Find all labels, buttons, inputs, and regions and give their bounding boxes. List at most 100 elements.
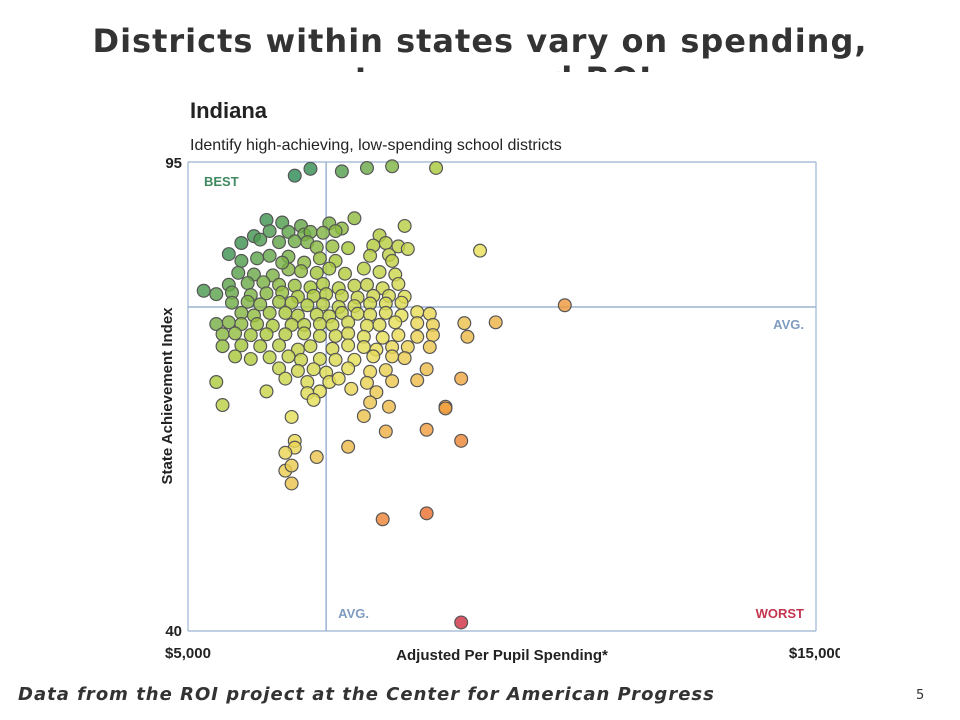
data-point [278, 371, 293, 386]
y-tick-label-max: 95 [165, 155, 182, 172]
data-point [429, 160, 444, 175]
data-point [338, 266, 353, 281]
data-point [454, 615, 469, 630]
data-point [454, 371, 469, 386]
data-point [328, 224, 343, 239]
data-point [253, 232, 268, 247]
data-point [438, 401, 453, 416]
data-point [287, 168, 302, 183]
data-point [363, 248, 378, 263]
data-point [272, 338, 287, 353]
avg-achievement-label: AVG. [773, 317, 804, 332]
data-point [341, 338, 356, 353]
data-point [224, 295, 239, 310]
data-point [375, 330, 390, 345]
chart-subtitle: Identify high-achieving, low-spending sc… [190, 137, 562, 154]
data-point [422, 340, 437, 355]
data-point [259, 286, 274, 301]
y-axis-label: State Achievement Index [159, 307, 176, 485]
data-point [234, 338, 249, 353]
x-tick-label-min: $5,000 [165, 645, 211, 662]
data-point [388, 315, 403, 330]
data-point [381, 399, 396, 414]
data-point [300, 298, 315, 313]
data-point [253, 339, 268, 354]
data-point [312, 317, 327, 332]
data-point [397, 351, 412, 366]
data-point [385, 374, 400, 389]
data-point [209, 375, 224, 390]
data-point [341, 241, 356, 256]
data-point [375, 512, 390, 527]
data-point [419, 506, 434, 521]
data-point [410, 373, 425, 388]
data-point [234, 253, 249, 268]
y-tick-label-min: 40 [165, 623, 182, 640]
data-point [391, 328, 406, 343]
data-point [378, 236, 393, 251]
data-point [284, 458, 299, 473]
data-point [259, 384, 274, 399]
data-point [341, 326, 356, 341]
data-point [290, 363, 305, 378]
data-point [328, 352, 343, 367]
data-point [372, 317, 387, 332]
source-footer: Data from the ROI project at the Center … [18, 684, 715, 705]
data-point [278, 445, 293, 460]
data-point [309, 265, 324, 280]
data-point [334, 164, 349, 179]
chart-panel: Indiana Identify high-achieving, low-spe… [146, 72, 843, 684]
data-point [196, 283, 211, 298]
data-point [454, 433, 469, 448]
data-point [419, 422, 434, 437]
data-point [391, 276, 406, 291]
data-point [297, 326, 312, 341]
data-point [356, 261, 371, 276]
data-point [347, 278, 362, 293]
data-point [341, 361, 356, 376]
data-point [378, 305, 393, 320]
data-point [281, 349, 296, 364]
data-point [385, 159, 400, 174]
data-point [243, 351, 258, 366]
data-point [284, 295, 299, 310]
x-tick-label-max: $15,000 [789, 645, 840, 662]
data-point [419, 362, 434, 377]
data-point [385, 349, 400, 364]
data-point [262, 305, 277, 320]
data-point [250, 317, 265, 332]
data-point [347, 211, 362, 226]
data-point [410, 316, 425, 331]
data-point [397, 218, 412, 233]
data-point [425, 328, 440, 343]
data-point [303, 161, 318, 176]
data-point [294, 264, 309, 279]
data-point [243, 328, 258, 343]
data-point [272, 361, 287, 376]
data-point [331, 371, 346, 386]
data-point [303, 339, 318, 354]
data-point [473, 243, 488, 258]
data-point [363, 395, 378, 410]
data-point [328, 328, 343, 343]
data-point [215, 327, 230, 342]
data-point [359, 375, 374, 390]
data-point [359, 160, 374, 175]
data-point [262, 224, 277, 239]
data-point [385, 253, 400, 268]
data-point [262, 350, 277, 365]
data-point [488, 315, 503, 330]
data-point [284, 476, 299, 491]
data-point [284, 409, 299, 424]
data-point [228, 349, 243, 364]
data-point [240, 276, 255, 291]
scatter-chart: Indiana Identify high-achieving, low-spe… [159, 98, 843, 664]
data-point [378, 363, 393, 378]
data-point [221, 247, 236, 262]
page-number: 5 [916, 688, 925, 703]
data-point [215, 398, 230, 413]
data-point [228, 326, 243, 341]
data-point [250, 251, 265, 266]
data-point [378, 424, 393, 439]
data-point [309, 450, 324, 465]
